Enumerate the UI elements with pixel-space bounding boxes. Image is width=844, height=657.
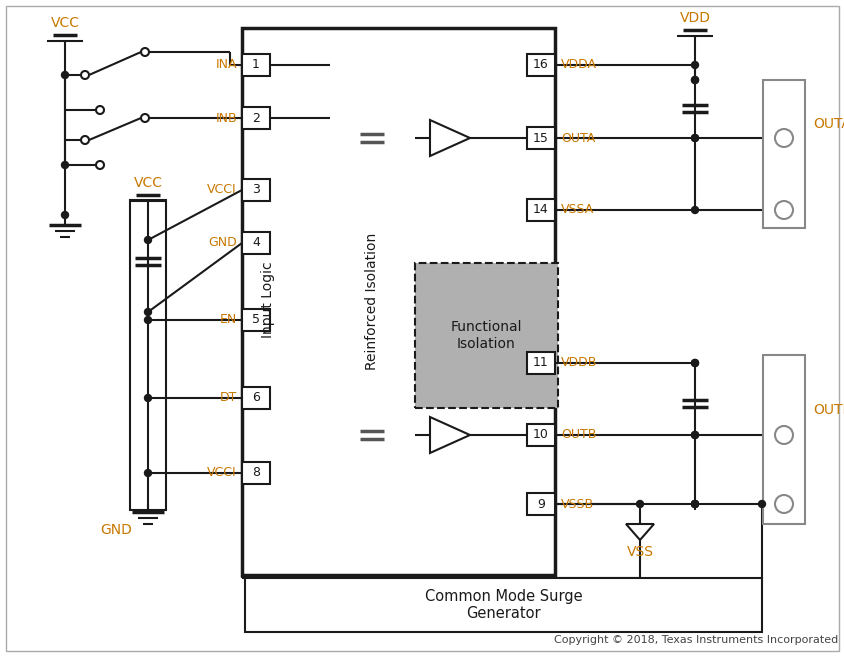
Circle shape <box>690 135 698 141</box>
Circle shape <box>690 359 698 367</box>
Text: 9: 9 <box>537 497 544 510</box>
Text: 11: 11 <box>533 357 549 369</box>
Circle shape <box>141 114 149 122</box>
Circle shape <box>690 62 698 68</box>
Text: Common Mode Surge
Generator: Common Mode Surge Generator <box>425 589 582 622</box>
Bar <box>241 28 555 575</box>
Bar <box>241 309 270 331</box>
Text: VDDA: VDDA <box>560 58 597 72</box>
Text: 1: 1 <box>252 58 260 72</box>
Text: VSSA: VSSA <box>560 204 593 217</box>
Text: VDDB: VDDB <box>560 357 597 369</box>
Text: 4: 4 <box>252 237 260 250</box>
Bar <box>527 54 555 76</box>
Circle shape <box>81 136 89 144</box>
Circle shape <box>690 76 698 83</box>
Text: EN: EN <box>219 313 236 327</box>
Polygon shape <box>430 120 469 156</box>
Bar <box>762 355 804 524</box>
Circle shape <box>690 432 698 438</box>
Bar <box>241 54 270 76</box>
Circle shape <box>62 162 68 168</box>
Polygon shape <box>430 417 469 453</box>
Bar <box>527 199 555 221</box>
Text: VCC: VCC <box>133 176 162 190</box>
Text: VCCI: VCCI <box>207 183 236 196</box>
Bar <box>527 493 555 515</box>
Text: 6: 6 <box>252 392 260 405</box>
Text: GND: GND <box>208 237 236 250</box>
Text: 2: 2 <box>252 112 260 124</box>
Circle shape <box>690 432 698 438</box>
Circle shape <box>690 359 698 367</box>
Text: Copyright © 2018, Texas Instruments Incorporated: Copyright © 2018, Texas Instruments Inco… <box>553 635 837 645</box>
Circle shape <box>62 72 68 78</box>
Text: OUTA: OUTA <box>560 131 594 145</box>
Bar <box>527 424 555 446</box>
Bar <box>130 200 165 510</box>
Circle shape <box>690 501 698 507</box>
Circle shape <box>690 135 698 141</box>
Bar <box>414 263 557 408</box>
Text: Functional
Isolation: Functional Isolation <box>450 321 522 351</box>
Circle shape <box>144 237 151 244</box>
Circle shape <box>774 495 792 513</box>
Bar <box>527 127 555 149</box>
Circle shape <box>62 212 68 219</box>
Circle shape <box>774 426 792 444</box>
Circle shape <box>96 161 104 169</box>
Circle shape <box>144 317 151 323</box>
Bar <box>241 462 270 484</box>
Text: OUTB: OUTB <box>812 403 844 417</box>
Bar <box>241 232 270 254</box>
Circle shape <box>690 501 698 507</box>
Circle shape <box>144 394 151 401</box>
Circle shape <box>774 129 792 147</box>
Circle shape <box>690 206 698 214</box>
Text: VCCI: VCCI <box>207 466 236 480</box>
Bar <box>241 179 270 201</box>
Text: DT: DT <box>219 392 236 405</box>
Circle shape <box>758 501 765 507</box>
Circle shape <box>81 71 89 79</box>
Text: Reinforced Isolation: Reinforced Isolation <box>365 233 379 370</box>
Circle shape <box>141 48 149 56</box>
Text: OUTA: OUTA <box>812 117 844 131</box>
Text: INA: INA <box>215 58 236 72</box>
Circle shape <box>774 201 792 219</box>
Bar <box>762 80 804 228</box>
Text: 14: 14 <box>533 204 549 217</box>
Bar <box>245 578 761 632</box>
Circle shape <box>690 501 698 507</box>
Bar <box>527 352 555 374</box>
Circle shape <box>144 470 151 476</box>
Text: INB: INB <box>215 112 236 124</box>
Text: 5: 5 <box>252 313 260 327</box>
Text: VSSB: VSSB <box>560 497 593 510</box>
Bar <box>241 387 270 409</box>
Bar <box>330 28 414 575</box>
Text: 10: 10 <box>533 428 549 442</box>
Text: Input Logic: Input Logic <box>261 261 274 338</box>
Text: VCC: VCC <box>51 16 79 30</box>
Text: 15: 15 <box>533 131 549 145</box>
Circle shape <box>636 501 643 507</box>
Text: OUTB: OUTB <box>560 428 596 442</box>
Text: 8: 8 <box>252 466 260 480</box>
Text: VDD: VDD <box>679 11 710 25</box>
Text: VSS: VSS <box>625 545 652 559</box>
Bar <box>241 107 270 129</box>
Polygon shape <box>625 524 653 540</box>
Circle shape <box>96 106 104 114</box>
Circle shape <box>144 309 151 315</box>
Text: GND: GND <box>100 523 132 537</box>
Text: 3: 3 <box>252 183 260 196</box>
Circle shape <box>690 76 698 83</box>
Text: 16: 16 <box>533 58 549 72</box>
